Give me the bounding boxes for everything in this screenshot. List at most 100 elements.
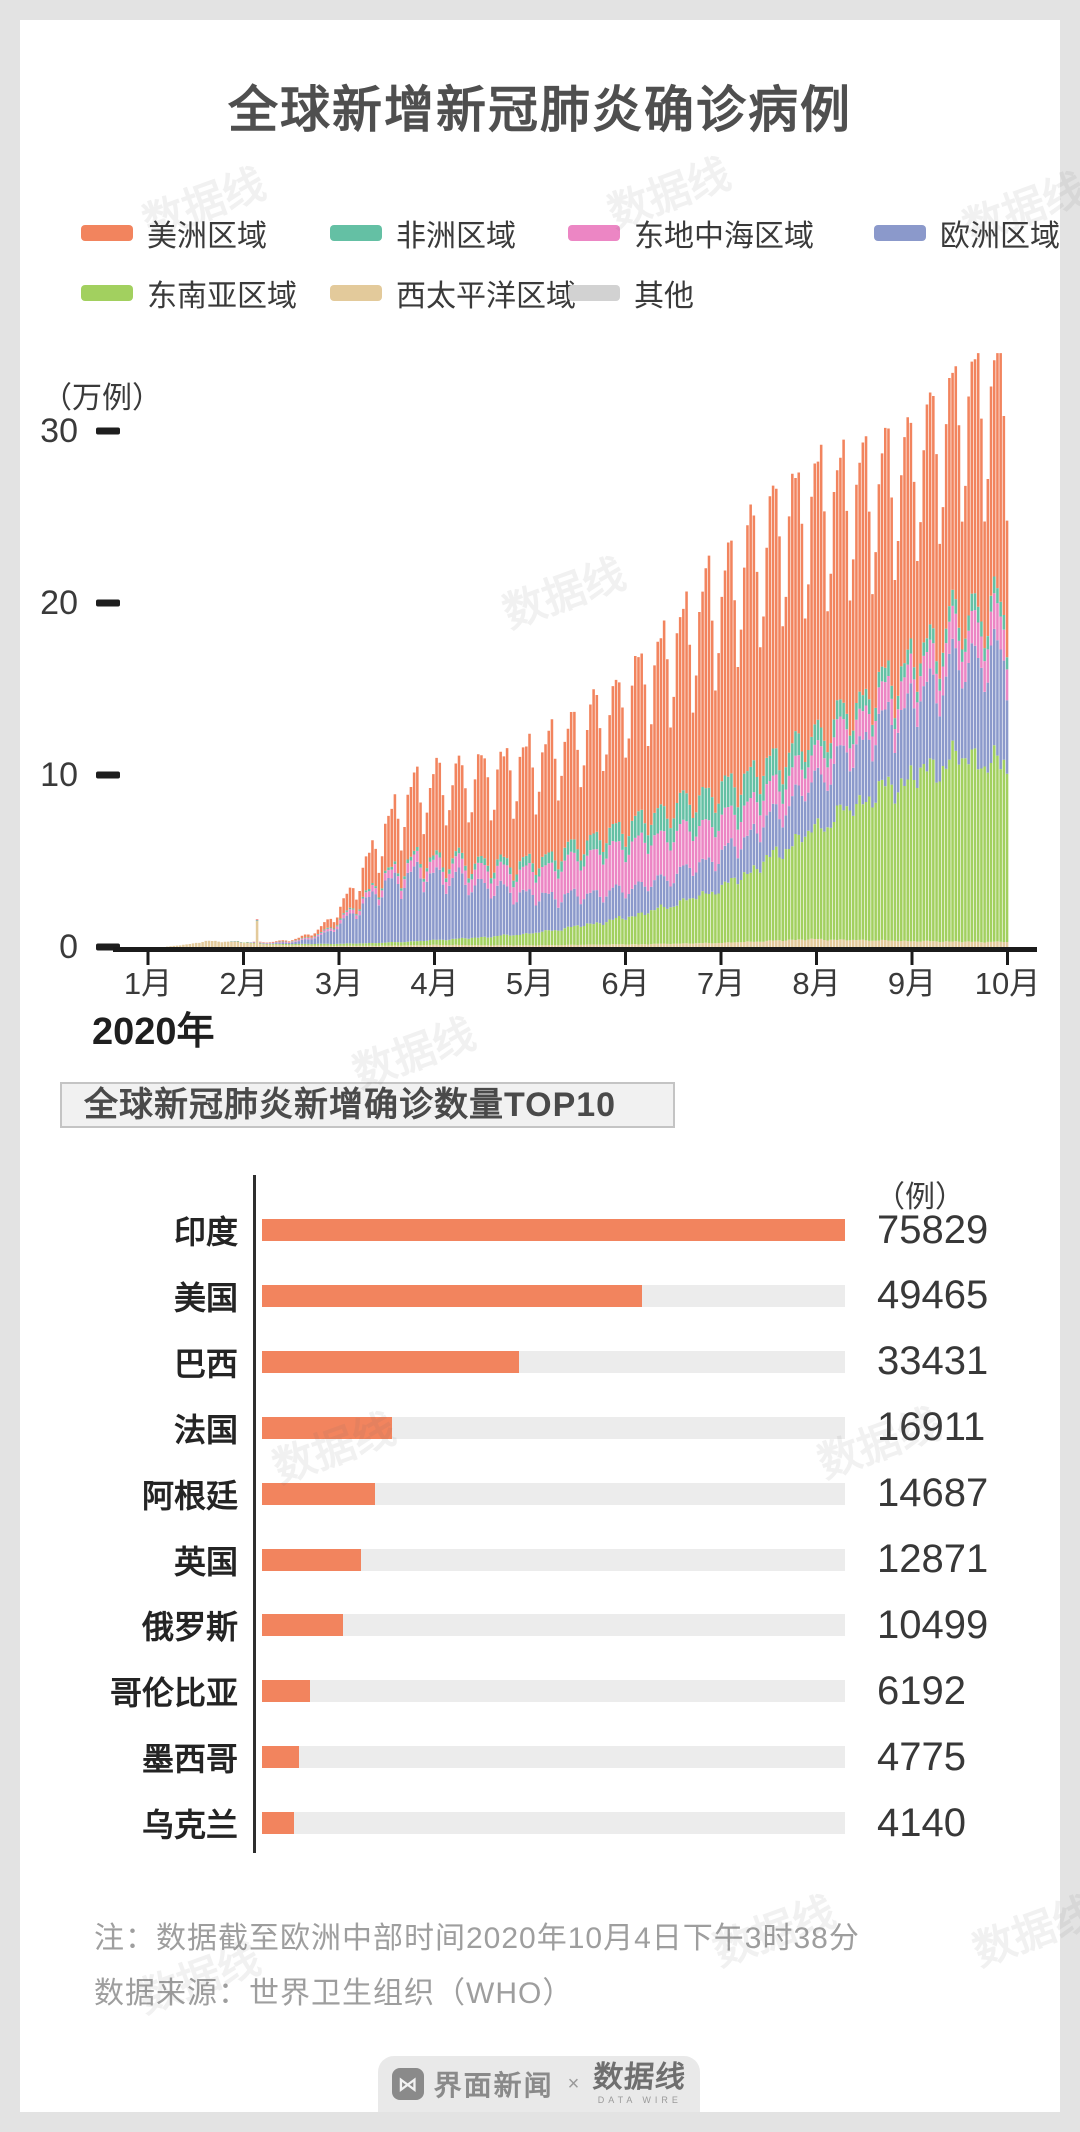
x-tick-label: 9月 (888, 966, 936, 1001)
legend-label: 其他 (634, 280, 694, 313)
stacked-bar-chart: （万例） 30 20 10 0 1月 2月 3月 4月 5月 6月 7月 8月 9月 10月 2020年 (40, 353, 1040, 1053)
jiemian-logo-icon: ⋈ (391, 2068, 424, 2100)
top10-country-label: 乌克兰 (141, 1807, 238, 1844)
top10-bar-fill (262, 1350, 519, 1373)
x-tick-mark (624, 952, 627, 965)
x-tick-label: 10月 (975, 966, 1040, 1001)
x-tick-mark (1006, 952, 1009, 965)
legend-swatch (81, 225, 133, 241)
legend-swatch (568, 225, 620, 241)
legend-label: 欧洲区域 (940, 220, 1060, 253)
infographic-card: 全球新增新冠肺炎确诊病例 美洲区域 非洲区域 东地中海区域 欧洲区域 东南亚区域 西太平洋… (20, 20, 1080, 2112)
x-tick-label: 4月 (410, 966, 458, 1001)
top10-bar-track (262, 1548, 845, 1571)
top10-value: 33431 (877, 1339, 989, 1384)
y-tick-label: 30 (40, 412, 78, 450)
top10-bar-track (262, 1746, 845, 1769)
note-line-1: 注：数据截至欧洲中部时间2020年10月4日下午3时38分 (94, 1922, 860, 1955)
top10-chart-title: 全球新冠肺炎新增确诊数量TOP10 (60, 1082, 675, 1128)
legend-swatch (874, 225, 926, 241)
top10-country-label: 印度 (173, 1214, 238, 1250)
top10-bar-fill (262, 1548, 361, 1571)
x-tick-label: 1月 (124, 966, 172, 1001)
top10-bar-track (262, 1219, 845, 1241)
top10-country-label: 美国 (173, 1279, 238, 1316)
x-axis-baseline (113, 947, 1037, 952)
top10-row: 美国 49465 (20, 1263, 1060, 1329)
top10-value: 16911 (877, 1405, 986, 1450)
legend-label: 美洲区域 (147, 220, 267, 253)
top10-bar-track (262, 1350, 845, 1373)
x-tick-mark (719, 952, 723, 965)
legend-item: 欧洲区域 (874, 217, 1060, 253)
datawire-logo-text: 数据线 (591, 2061, 688, 2094)
daily-stacked-bars (166, 353, 1009, 947)
top10-title-text: 全球新冠肺炎新增确诊数量TOP10 (84, 1086, 617, 1124)
top10-value: 4775 (877, 1734, 966, 1779)
top10-country-label: 英国 (173, 1543, 238, 1580)
legend-label: 东南亚区域 (147, 280, 297, 313)
top10-bar-track (262, 1284, 845, 1307)
legend-item: 非洲区域 (330, 217, 516, 253)
legend-swatch (568, 285, 620, 301)
footer-separator-icon: × (567, 2072, 580, 2095)
x-tick-mark (528, 952, 532, 965)
y-tick-label: 20 (40, 584, 78, 622)
x-tick-label: 6月 (601, 966, 649, 1001)
x-tick-mark (146, 952, 150, 965)
top10-bar-fill (262, 1284, 643, 1307)
top10-bar-fill (262, 1680, 310, 1703)
top10-value: 49465 (877, 1273, 989, 1318)
top10-bar-track (262, 1812, 845, 1835)
top10-bar-track (262, 1482, 845, 1505)
top10-country-label: 哥伦比亚 (109, 1675, 238, 1712)
top10-unit-label: （例） (875, 1181, 965, 1214)
datawire-watermark: 数据线 (966, 1887, 1080, 1975)
top10-bar-fill (262, 1614, 343, 1637)
legend-swatch (330, 225, 382, 241)
top10-country-label: 俄罗斯 (141, 1609, 238, 1646)
top10-row: 巴西 33431 (20, 1329, 1060, 1395)
legend-item: 美洲区域 (81, 217, 267, 253)
x-tick-label: 7月 (697, 966, 745, 1001)
x-tick-mark (242, 952, 245, 965)
x-tick-label: 8月 (792, 966, 840, 1001)
top10-row: 阿根廷 14687 (20, 1461, 1060, 1527)
top10-bar-track (262, 1680, 845, 1703)
x-tick-label: 2月 (219, 966, 267, 1001)
top10-bar-fill (262, 1746, 299, 1769)
top10-row: 法国 16911 (20, 1395, 1060, 1461)
top10-value: 12871 (877, 1537, 989, 1581)
legend-label: 非洲区域 (396, 220, 516, 253)
y-tick-mark (96, 427, 120, 435)
top10-row: 英国 12871 (20, 1527, 1060, 1593)
x-tick-mark (815, 952, 818, 965)
x-tick-mark (433, 952, 436, 965)
x-axis-year-label: 2020年 (92, 1011, 215, 1053)
top10-value: 4140 (877, 1800, 966, 1845)
x-axis: 1月 2月 3月 4月 5月 6月 7月 8月 9月 10月 (124, 952, 1040, 1001)
datawire-logo-subtext: DATA WIRE (597, 2095, 682, 2105)
top10-row: 墨西哥 4775 (20, 1724, 1060, 1790)
x-tick-label: 3月 (315, 966, 363, 1001)
top10-country-label: 墨西哥 (141, 1741, 238, 1778)
top10-row: 乌克兰 4140 (20, 1790, 1060, 1856)
y-axis-unit-label: （万例） (42, 382, 162, 415)
top10-value: 14687 (877, 1471, 989, 1516)
y-tick-label: 10 (40, 756, 78, 794)
series-美洲区域 (252, 353, 1009, 943)
legend-item: 东南亚区域 (81, 277, 297, 313)
series-欧洲区域 (230, 628, 1009, 945)
legend-item: 西太平洋区域 (330, 277, 576, 313)
y-axis: 30 20 10 0 (40, 412, 120, 966)
top10-value: 6192 (877, 1668, 966, 1713)
top10-bar-fill (262, 1416, 392, 1439)
footer-logos: ⋈ 界面新闻 × 数据线 DATA WIRE (378, 2056, 700, 2112)
top10-value: 75829 (877, 1207, 989, 1252)
y-tick-label: 0 (59, 928, 78, 966)
top10-value: 10499 (877, 1602, 989, 1647)
y-tick-mark (96, 771, 120, 779)
top10-bar-fill (262, 1219, 845, 1241)
legend-swatch (81, 285, 133, 301)
